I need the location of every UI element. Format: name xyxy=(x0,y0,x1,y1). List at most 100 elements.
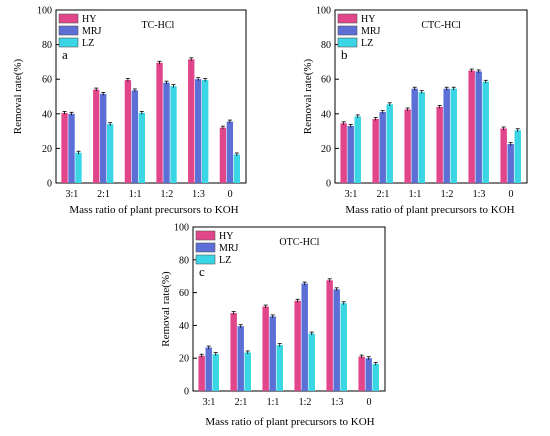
y-axis-label: Removal rate(%) xyxy=(12,58,24,134)
bar-hy xyxy=(262,306,269,391)
bar-mrj xyxy=(475,71,482,183)
bar-hy xyxy=(219,127,227,183)
y-tick-label: 0 xyxy=(184,387,189,398)
x-tick-label: 0 xyxy=(228,189,233,200)
legend-label-lz: LZ xyxy=(82,38,94,49)
bar-hy xyxy=(326,280,333,391)
bar-hy xyxy=(358,356,365,391)
bar-mrj xyxy=(347,125,354,183)
x-tick-label: 2:1 xyxy=(97,189,110,200)
x-tick-label: 1:2 xyxy=(441,189,454,200)
bar-lz xyxy=(340,303,347,391)
legend-label-lz: LZ xyxy=(361,38,373,49)
bar-lz xyxy=(75,152,82,183)
legend-label-mrj: MRJ xyxy=(82,26,102,37)
y-axis-label: Removal rate(%) xyxy=(160,271,172,347)
panel-label: c xyxy=(199,264,205,279)
y-tick-label: 60 xyxy=(179,288,189,299)
bar-lz xyxy=(106,124,114,183)
legend-swatch-lz xyxy=(195,254,216,265)
legend-swatch-lz xyxy=(58,37,79,48)
bar-hy xyxy=(404,109,411,183)
x-tick-label: 1:1 xyxy=(409,189,422,200)
bar-hy xyxy=(468,70,475,183)
x-tick-label: 1:3 xyxy=(473,189,486,200)
legend-label-mrj: MRJ xyxy=(361,26,381,37)
legend-swatch-mrj xyxy=(195,242,216,253)
bar-mrj xyxy=(100,93,107,183)
bar-mrj xyxy=(333,289,340,391)
x-tick-label: 3:1 xyxy=(345,189,358,200)
chart-title: CTC-HCl xyxy=(421,20,461,31)
bar-mrj xyxy=(163,82,170,183)
bar-hy xyxy=(372,118,379,183)
bar-hy xyxy=(294,300,301,391)
y-tick-label: 100 xyxy=(37,6,52,17)
x-tick-label: 1:1 xyxy=(129,189,142,200)
bar-mrj xyxy=(205,347,212,391)
panel-label: b xyxy=(341,47,348,62)
bar-mrj xyxy=(68,113,75,183)
legend-swatch-hy xyxy=(58,13,79,24)
y-tick-label: 0 xyxy=(326,179,331,190)
x-tick-label: 3:1 xyxy=(65,189,78,200)
y-tick-label: 100 xyxy=(316,6,331,17)
bar-mrj xyxy=(226,121,234,183)
x-tick-label: 2:1 xyxy=(235,397,248,408)
bar-lz xyxy=(170,86,177,183)
plot-frame xyxy=(334,9,528,184)
bar-lz xyxy=(233,154,241,183)
x-tick-label: 1:3 xyxy=(192,189,205,200)
bar-hy xyxy=(124,80,132,183)
panel-a: 0 20 40 60 80 100 Removal rate(%) 3:1 2:1 1:1 1:2 1… xyxy=(12,6,247,216)
legend-label-hy: HY xyxy=(219,231,233,242)
y-tick-label: 80 xyxy=(42,40,52,51)
bar-hy xyxy=(198,355,205,391)
bar-hy xyxy=(340,123,347,183)
bar-lz xyxy=(372,363,379,391)
bar-mrj xyxy=(379,112,386,183)
x-tick-label: 1:3 xyxy=(331,397,344,408)
y-tick-label: 60 xyxy=(42,75,52,86)
panel-c: 0 20 40 60 80 100 Removal rate(%) 3:1 2:1 1:1 1:2 1… xyxy=(160,223,386,428)
panel-b: 0 20 40 60 80 100 Removal rate(%) 3:1 2:1 1:1 1:2 1… xyxy=(302,6,528,216)
legend-swatch-hy xyxy=(337,13,358,24)
bar-lz xyxy=(450,88,457,183)
x-tick-label: 1:1 xyxy=(267,397,280,408)
x-tick-label: 3:1 xyxy=(203,397,216,408)
bar-mrj xyxy=(195,79,202,183)
x-tick-label: 1:2 xyxy=(160,189,173,200)
legend-label-lz: LZ xyxy=(219,255,231,266)
bar-mrj xyxy=(131,90,139,183)
bar-mrj xyxy=(507,144,514,183)
bar-lz xyxy=(308,333,315,391)
legend-label-mrj: MRJ xyxy=(219,243,239,254)
y-tick-label: 80 xyxy=(321,40,331,51)
legend-label-hy: HY xyxy=(361,14,375,25)
chart-title: TC-HCl xyxy=(142,20,175,31)
bar-mrj xyxy=(237,326,244,391)
x-axis-label: Mass ratio of plant precursors to KOH xyxy=(69,204,238,216)
bar-hy xyxy=(230,313,237,391)
chart-title: OTC-HCl xyxy=(279,237,319,248)
bar-hy xyxy=(93,89,100,183)
y-tick-label: 100 xyxy=(174,223,189,234)
bar-hy xyxy=(61,112,68,183)
legend-swatch-mrj xyxy=(337,25,358,36)
bar-hy xyxy=(436,106,443,183)
x-tick-label: 1:2 xyxy=(299,397,312,408)
bar-lz xyxy=(276,345,283,391)
bar-hy xyxy=(156,62,163,183)
legend-swatch-lz xyxy=(337,37,358,48)
bar-mrj xyxy=(411,88,418,183)
y-tick-label: 60 xyxy=(321,75,331,86)
legend-swatch-mrj xyxy=(58,25,79,36)
y-tick-label: 80 xyxy=(179,255,189,266)
bar-mrj xyxy=(443,88,450,183)
plot-frame xyxy=(55,9,247,184)
y-tick-label: 20 xyxy=(179,354,189,365)
bar-lz xyxy=(138,112,146,183)
legend-swatch-hy xyxy=(195,230,216,241)
y-tick-label: 20 xyxy=(321,144,331,155)
